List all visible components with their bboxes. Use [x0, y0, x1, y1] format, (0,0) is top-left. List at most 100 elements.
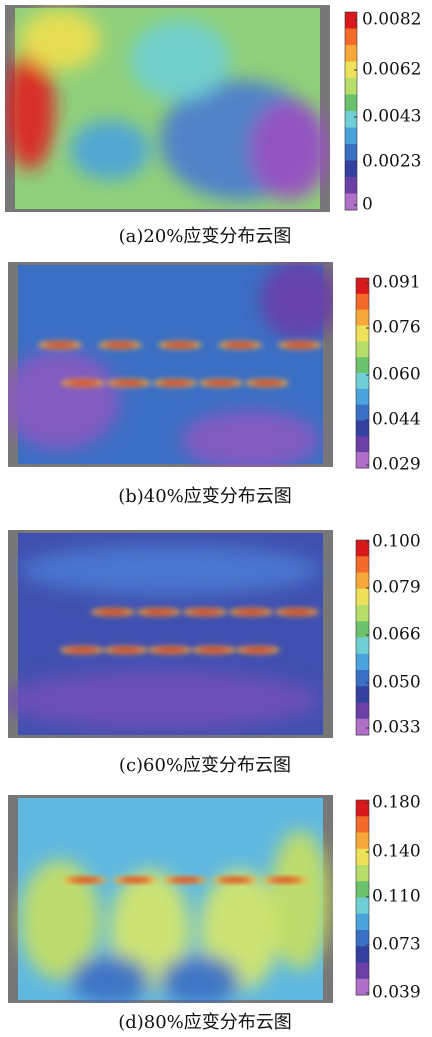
colorbar-label: 0 [362, 195, 373, 215]
crack-core [219, 878, 251, 883]
crack-core [224, 343, 256, 348]
caption: (c)60%应变分布云图 [119, 755, 291, 776]
crack-core [281, 610, 313, 615]
crack-core [164, 343, 196, 348]
colorbar-segment [356, 357, 369, 373]
colorbar-segment [356, 421, 369, 437]
strain-blob [260, 260, 340, 340]
strain-blob [130, 20, 230, 100]
colorbar-segment [345, 45, 357, 62]
crack-core [44, 343, 76, 348]
figure: 0.00820.00620.00430.00230(a)20%应变分布云图0.0… [0, 0, 432, 1037]
colorbar-segment [356, 719, 369, 736]
strain-blob [70, 955, 150, 1005]
colorbar-segment [356, 833, 369, 850]
colorbar-label: 0.0023 [362, 152, 421, 172]
strain-blob [70, 120, 150, 180]
colorbar-label: 0.039 [372, 983, 421, 1003]
colorbar-segment [356, 389, 369, 405]
colorbar-label: 0.066 [372, 625, 421, 645]
colorbar-label: 0.060 [372, 365, 421, 385]
crack-core [97, 610, 129, 615]
colorbar-segment [356, 930, 369, 947]
cracks [63, 876, 307, 884]
colorbar-segment [345, 128, 357, 145]
colorbar-segment [345, 111, 357, 128]
crack-core [113, 381, 145, 386]
panel: 0.1800.1400.1100.0730.039(d)80%应变分布云图 [8, 793, 421, 1034]
strain-blob [270, 830, 330, 970]
colorbar-segment [356, 452, 369, 468]
strain-blob [250, 100, 330, 200]
strain-blob [20, 10, 100, 70]
colorbar-segment [345, 78, 357, 95]
colorbar-label: 0.073 [372, 935, 421, 955]
strain-field [0, 260, 340, 470]
colorbar-label: 0.033 [372, 718, 421, 738]
colorbar-segment [356, 914, 369, 931]
colorbar-label: 0.029 [372, 455, 421, 475]
crack-core [143, 610, 175, 615]
colorbar-segment [356, 278, 369, 294]
colorbar-segment [356, 605, 369, 622]
strain-field [5, 8, 330, 209]
crack-core [69, 878, 101, 883]
colorbar-label: 0.0043 [362, 107, 421, 127]
strain-blob [0, 670, 320, 730]
crack-core [110, 648, 142, 653]
colorbar-segment [356, 686, 369, 703]
colorbar-segment [356, 849, 369, 866]
crack-core [66, 648, 98, 653]
colorbar-segment [345, 29, 357, 46]
caption: (a)20%应变分布云图 [119, 226, 292, 247]
colorbar-segment [356, 589, 369, 606]
crack-core [251, 381, 283, 386]
colorbar-segment [356, 556, 369, 573]
strain-blob [160, 955, 240, 1005]
colorbar-segment [356, 294, 369, 310]
colorbar-segment [345, 95, 357, 112]
colorbar-label: 0.091 [372, 273, 421, 293]
crack-core [198, 648, 230, 653]
strain-blob [0, 350, 120, 450]
colorbar-segment [356, 670, 369, 687]
crack-core [119, 878, 151, 883]
crack-core [269, 878, 301, 883]
colorbar-label: 0.0082 [362, 10, 421, 30]
colorbar-label: 0.044 [372, 410, 421, 430]
colorbar-label: 0.076 [372, 318, 421, 338]
colorbar-segment [345, 177, 357, 194]
crack-core [235, 610, 267, 615]
caption: (b)40%应变分布云图 [118, 486, 292, 507]
crack-core [154, 648, 186, 653]
crack-core [205, 381, 237, 386]
colorbar-segment [356, 638, 369, 655]
colorbar-segment [356, 405, 369, 421]
colorbar-segment [356, 310, 369, 326]
colorbar-segment [345, 161, 357, 178]
colorbar-segment [356, 963, 369, 980]
colorbar-segment [356, 654, 369, 671]
strain-blob [20, 545, 320, 595]
colorbar-segment [356, 703, 369, 720]
colorbar-label: 0.100 [372, 532, 421, 552]
strain-blob [180, 410, 320, 470]
colorbar-segment [356, 816, 369, 833]
colorbar-segment [345, 194, 357, 211]
colorbar-segment [356, 573, 369, 590]
caption: (d)80%应变分布云图 [118, 1012, 292, 1033]
colorbar-label: 0.050 [372, 673, 421, 693]
colorbar-segment [356, 898, 369, 915]
colorbar-segment [356, 946, 369, 963]
colorbar-label: 0.180 [372, 793, 421, 813]
crack-core [189, 610, 221, 615]
panel: 0.100 0.079 0.066 0.050 0.033 (c)60%应变分布云图 [0, 530, 421, 776]
colorbar-segment [356, 341, 369, 357]
colorbar-segment [356, 881, 369, 898]
panel: 0.091 0.076 0.060 0.044 0.029 (b)40%应变分布云图 [0, 260, 421, 507]
crack-core [284, 343, 316, 348]
colorbar-segment [356, 436, 369, 452]
colorbar-segment [356, 540, 369, 557]
colorbar-label: 0.079 [372, 578, 421, 598]
crack-core [169, 878, 201, 883]
